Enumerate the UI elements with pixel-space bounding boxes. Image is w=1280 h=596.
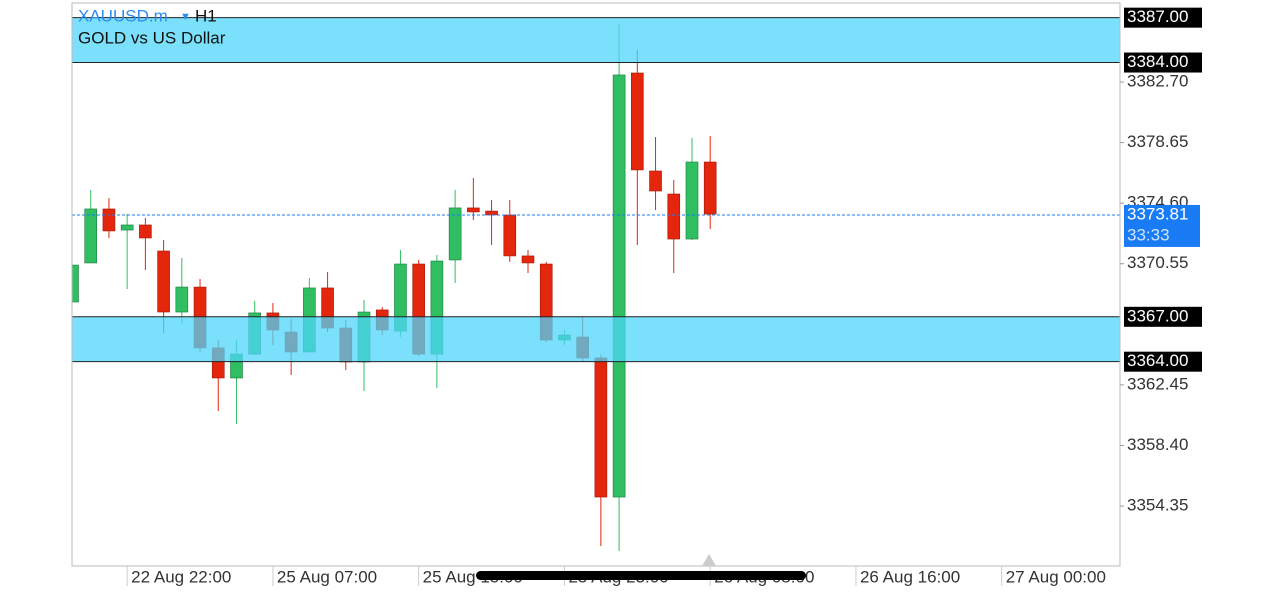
candle-body (503, 214, 517, 257)
countdown: 33:33 (1127, 225, 1170, 244)
candle-body (157, 250, 170, 313)
x-tick-label: 27 Aug 00:00 (1006, 567, 1106, 586)
zone-price-box (1124, 52, 1202, 73)
home-indicator (476, 571, 806, 580)
dropdown-arrow[interactable]: ▼ (180, 11, 191, 23)
candle-body (594, 357, 608, 498)
candle-body (139, 224, 152, 239)
candle-body (685, 161, 699, 240)
candle-body (703, 161, 717, 215)
axes: 3382.703378.653374.603370.553362.453358.… (126, 7, 1202, 586)
x-tick-label: 22 Aug 22:00 (131, 567, 231, 586)
zone-price-box (1124, 306, 1202, 327)
candle-body (521, 255, 535, 264)
plot-area (72, 17, 1120, 552)
candle-body (485, 210, 498, 216)
zone-price-label: 3384.00 (1127, 52, 1188, 71)
current-price-box (1124, 204, 1200, 247)
timeframe[interactable]: H1 (195, 6, 217, 25)
symbol[interactable]: XAUUSD.m (78, 6, 168, 25)
candle-body (467, 207, 480, 213)
current-price-label: 3373.81 (1127, 204, 1188, 223)
zone-price-box (1124, 351, 1202, 372)
candle-body (667, 193, 681, 240)
zone (72, 316, 1120, 362)
candle-body (631, 72, 644, 171)
subtitle: GOLD vs US Dollar (78, 28, 226, 47)
candle-body (84, 208, 98, 264)
x-tick-label: 26 Aug 16:00 (860, 567, 960, 586)
candle-body (175, 286, 189, 313)
y-tick-label: 3378.65 (1127, 132, 1188, 151)
plot-frame (71, 2, 1121, 567)
candle-body (102, 208, 116, 232)
zone-price-label: 3367.00 (1127, 306, 1188, 325)
scroll-marker (702, 554, 716, 566)
y-tick-label: 3362.45 (1127, 374, 1188, 393)
candle-body (448, 207, 462, 261)
candle-body (649, 170, 662, 192)
candle-body (120, 224, 134, 231)
candle-body (612, 74, 626, 498)
y-tick-label: 3354.35 (1127, 496, 1188, 515)
zone-price-box (1124, 7, 1202, 28)
zone-price-label: 3364.00 (1127, 351, 1188, 370)
y-tick-label: 3358.40 (1127, 435, 1188, 454)
y-tick-label: 3370.55 (1127, 253, 1188, 272)
zone (72, 17, 1120, 63)
y-tick-label: 3382.70 (1127, 71, 1188, 90)
zone-price-label: 3387.00 (1127, 7, 1188, 26)
x-tick-label: 25 Aug 07:00 (277, 567, 377, 586)
